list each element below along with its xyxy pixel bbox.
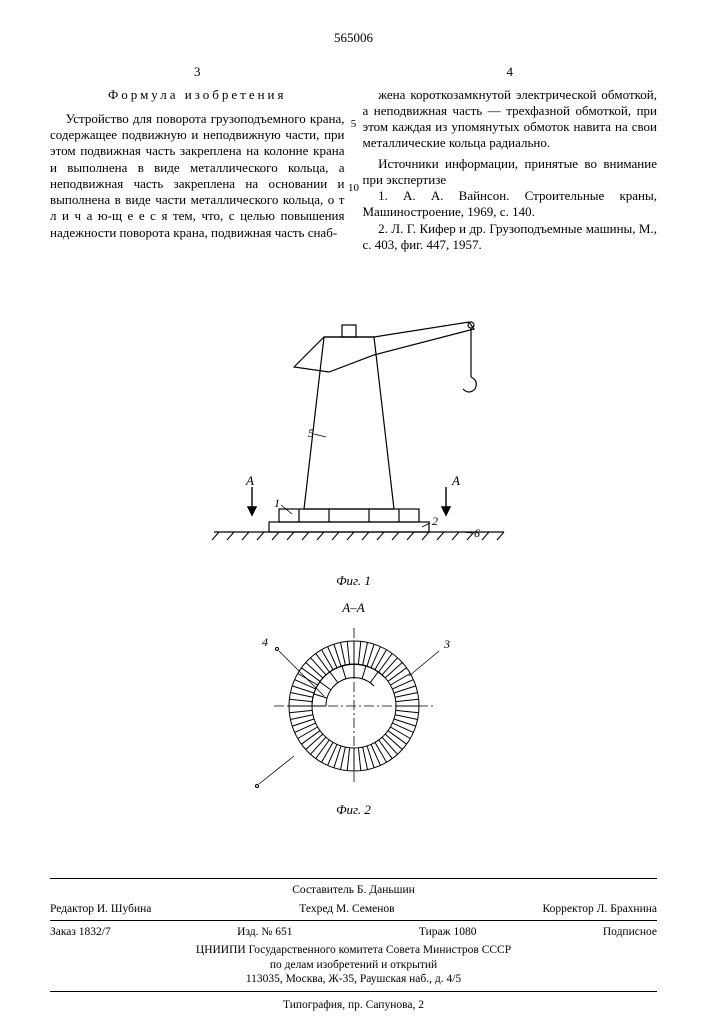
fig1-label-A-left: A [245,473,254,488]
fig1-label-5: 5 [308,426,314,440]
footer-izd: Изд. № 651 [237,925,292,939]
claim-body-right: жена короткозамкнутой электрической обмо… [363,87,658,152]
fig2-label-3: 3 [443,637,450,651]
footer-tirazh: Тираж 1080 [419,925,477,939]
footer-typ: Типография, пр. Сапунова, 2 [50,992,657,1012]
col-num-right: 4 [363,64,658,80]
line-num-10: 10 [348,182,359,196]
footer-editor: Редактор И. Шубина [50,902,151,916]
footer-corrector: Корректор Л. Брахнина [543,902,657,916]
col-num-left: 3 [50,64,345,80]
fig2-label-4: 4 [262,635,268,649]
sources-title: Источники информации, принятые во вниман… [363,156,658,189]
fig1-label-6: 6 [474,526,480,540]
fig2-caption: Фиг. 2 [50,802,657,818]
footer-addr: 113035, Москва, Ж-35, Раушская наб., д. … [50,972,657,986]
fig1-caption: Фиг. 1 [50,573,657,589]
claim-body-left: Устройство для поворота грузоподъемного … [50,111,345,241]
footer-org1: ЦНИИПИ Государственного комитета Совета … [50,943,657,957]
footer: Составитель Б. Даньшин Редактор И. Шубин… [50,878,657,1012]
fig2-section-label: A–A [50,600,657,616]
footer-order: Заказ 1832/7 [50,925,111,939]
source-1: 1. А. А. Вайнсон. Строительные краны, Ма… [363,188,658,221]
footer-sub: Подписное [603,925,657,939]
fig1-label-2: 2 [432,514,438,528]
footer-org2: по делам изобретений и открытий [50,958,657,972]
footer-compiler: Составитель Б. Даньшин [50,879,657,897]
line-num-5: 5 [351,118,357,132]
fig1-label-A-right: A [451,473,460,488]
patent-number: 565006 [50,30,657,46]
footer-techred: Техред М. Семенов [299,902,394,916]
figure-1: A A 1 2 5 6 [174,277,534,567]
claim-title: Формула изобретения [50,87,345,103]
source-2: 2. Л. Г. Кифер и др. Грузоподъемные маши… [363,221,658,254]
fig1-label-1: 1 [274,496,280,510]
figure-2: 4 3 [244,616,464,796]
